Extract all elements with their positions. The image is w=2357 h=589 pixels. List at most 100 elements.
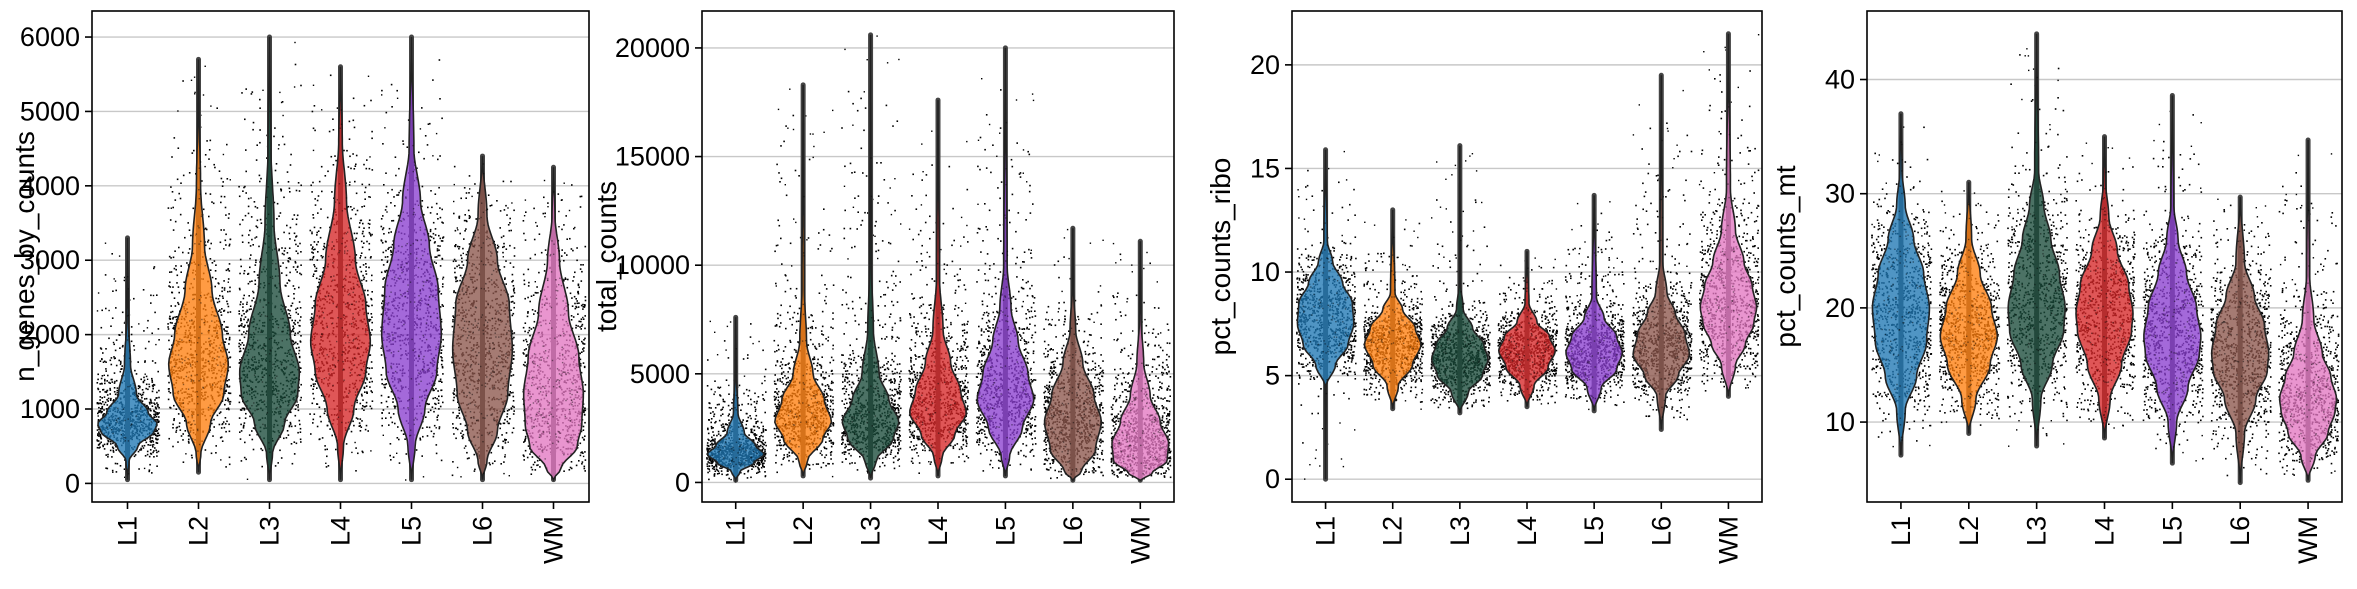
overlay-points-L1: [106, 276, 153, 475]
violin-L2: [773, 84, 833, 477]
x-tick-label-L6: L6: [2225, 516, 2255, 546]
violin-L1: [706, 317, 765, 484]
overlay-points-L1: [711, 348, 761, 469]
y-tick-label: 5: [1265, 361, 1280, 391]
x-tick-label-L6: L6: [1058, 516, 1088, 546]
x-tick-label-L1: L1: [113, 516, 143, 546]
y-tick-label: 10: [1250, 257, 1280, 287]
overlay-points-L6: [458, 163, 510, 475]
x-tick-label-L1: L1: [721, 516, 751, 546]
y-tick-label: 3000: [20, 245, 80, 275]
overlay-points-L5: [1571, 252, 1618, 400]
y-tick-label: 0: [65, 468, 80, 498]
violin-L5: [1565, 195, 1624, 411]
overlay-points-L4: [1504, 267, 1552, 396]
overlay-points-L1: [1876, 141, 1927, 441]
violin-L3: [841, 34, 900, 479]
violin-L5: [2143, 95, 2202, 464]
x-tick-label-L5: L5: [1579, 516, 1609, 546]
overlay-points-L6: [2218, 230, 2267, 458]
violin-L6: [1632, 75, 1691, 430]
y-tick-label: 40: [1825, 65, 1855, 95]
y-axis-label: n_genes_by_counts: [9, 131, 40, 382]
x-tick-label-WM: WM: [1125, 516, 1155, 564]
overlay-points-L6: [1048, 327, 1099, 475]
y-axis-label: pct_counts_ribo: [1205, 158, 1236, 356]
violin-L2: [167, 59, 230, 473]
x-tick-label-L3: L3: [2022, 516, 2052, 546]
overlay-points-L3: [246, 110, 295, 453]
panel-4: 10 20 30 40 L1 L2 L3 L4 L5 L6 WM pct_counts_mt: [1770, 10, 2343, 564]
violin-L5: [976, 47, 1035, 477]
overlay-points-L4: [915, 262, 956, 460]
x-tick-label-L6: L6: [1646, 516, 1676, 546]
violin-L4: [1497, 251, 1557, 407]
x-tick-label-L4: L4: [326, 516, 356, 546]
panel-1: 0 1000 2000 3000 4000 5000 6000 L1 L2 L3 L4 L5 L6 WM n…: [9, 10, 590, 564]
violin-L2: [1363, 209, 1422, 409]
x-tick-label-L4: L4: [1512, 516, 1542, 546]
violin-WM: [2278, 140, 2338, 481]
y-tick-label: 20000: [615, 33, 690, 63]
x-tick-label-L5: L5: [990, 516, 1020, 546]
x-tick-label-L6: L6: [468, 516, 498, 546]
x-tick-label-L5: L5: [397, 516, 427, 546]
panel-2: 0 5000 10000 15000 20000 L1 L2 L3 L4 L5 L6 WM total_…: [591, 10, 1175, 564]
violin-L6: [1043, 228, 1102, 482]
panel-3: 0 5 10 15 20 L1 L2 L3 L4 L5 L6 WM pct_counts_ribo: [1205, 10, 1763, 564]
violin-L1: [1296, 149, 1355, 480]
overlay-points-WM: [2283, 209, 2332, 462]
violin-L2: [1939, 182, 1999, 434]
y-tick-label: 5000: [20, 96, 80, 126]
x-tick-label-L4: L4: [923, 516, 953, 546]
y-tick-label: 20: [1250, 50, 1280, 80]
x-tick-label-WM: WM: [1713, 516, 1743, 564]
x-tick-label-L2: L2: [1954, 516, 1984, 546]
x-tick-label-L3: L3: [856, 516, 886, 546]
x-tick-label-L3: L3: [255, 516, 285, 546]
overlay-points-L2: [1368, 236, 1419, 383]
violin-WM: [1699, 33, 1758, 397]
x-tick-label-WM: WM: [2293, 516, 2323, 564]
y-tick-label: 2000: [20, 320, 80, 350]
violin-L6: [451, 156, 514, 480]
overlay-points-WM: [527, 191, 582, 460]
overlay-points-WM: [1706, 106, 1753, 377]
y-axis-label: total_counts: [591, 181, 622, 332]
violin-L3: [1430, 145, 1489, 414]
y-tick-label: 4000: [20, 171, 80, 201]
x-tick-label-L2: L2: [1378, 516, 1408, 546]
violin-L4: [2075, 136, 2134, 439]
y-tick-label: 0: [675, 467, 690, 497]
overlay-points-L4: [318, 109, 367, 462]
overlay-points-L5: [981, 121, 1029, 460]
y-tick-label: 6000: [20, 22, 80, 52]
y-tick-label: 30: [1825, 179, 1855, 209]
overlay-points-L5: [2149, 213, 2197, 448]
y-tick-label: 15000: [615, 142, 690, 172]
overlay-points-L3: [2012, 76, 2063, 431]
overlay-points-L6: [1639, 139, 1684, 418]
overlay-points-L2: [173, 161, 225, 452]
violin-L4: [309, 66, 372, 480]
x-tick-label-L1: L1: [1886, 516, 1916, 546]
violin-WM: [1111, 241, 1170, 482]
x-tick-label-L4: L4: [2090, 516, 2120, 546]
y-tick-label: 1000: [20, 394, 80, 424]
violin-L6: [2210, 197, 2270, 483]
x-tick-label-L2: L2: [184, 516, 214, 546]
y-tick-label: 5000: [630, 359, 690, 389]
overlay-points-L2: [784, 195, 824, 455]
overlay-points-WM: [1118, 362, 1164, 475]
x-tick-label-L2: L2: [788, 516, 818, 546]
y-axis-label: pct_counts_mt: [1770, 165, 1801, 347]
overlay-points-L3: [1435, 239, 1483, 403]
x-tick-label-L3: L3: [1445, 516, 1475, 546]
y-tick-label: 10: [1825, 407, 1855, 437]
overlay-points-L5: [388, 144, 440, 437]
violin-L1: [97, 237, 158, 480]
violin-L3: [238, 37, 301, 480]
x-tick-label-L5: L5: [2157, 516, 2187, 546]
y-tick-label: 15: [1250, 153, 1280, 183]
